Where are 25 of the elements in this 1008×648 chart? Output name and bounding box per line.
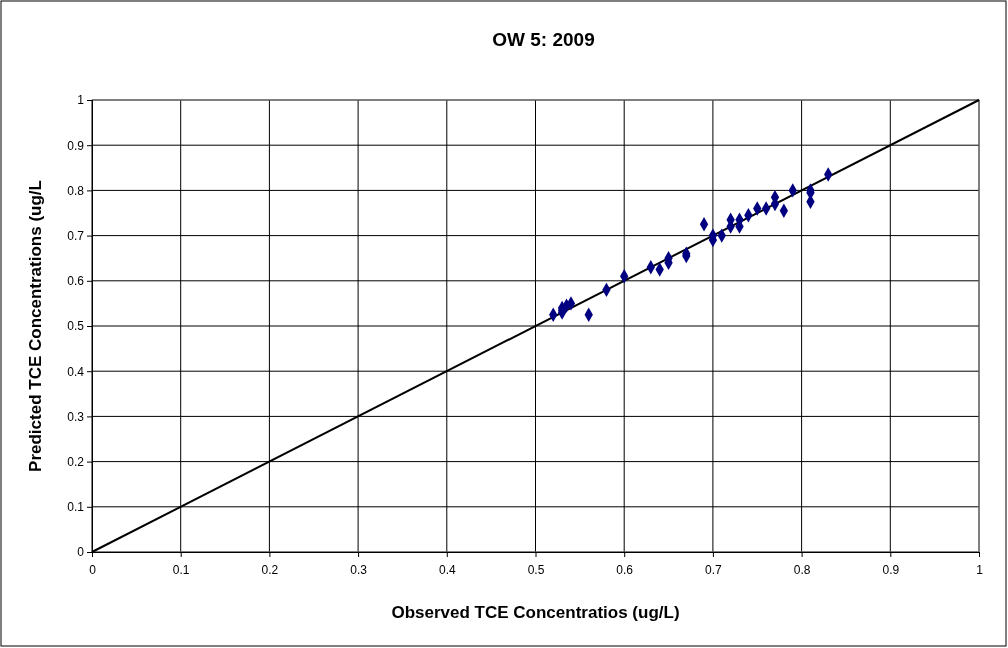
- x-tick-label: 0.5: [527, 563, 545, 578]
- x-tick-label: 0.7: [705, 563, 723, 578]
- x-tick-label: 1: [976, 563, 984, 578]
- y-tick-label: 0.2: [67, 454, 85, 469]
- y-tick-label: 0.9: [67, 138, 85, 153]
- x-tick-label: 0.2: [261, 563, 279, 578]
- x-tick-label: 0.9: [882, 563, 900, 578]
- y-axis-title: Predicted TCE Concentrations (ug/L: [26, 180, 45, 472]
- x-tick-label: 0.3: [350, 563, 368, 578]
- y-tick-label: 0.1: [67, 500, 85, 515]
- y-tick-label: 0.4: [67, 364, 85, 379]
- x-tick-label: 0: [89, 563, 97, 578]
- x-tick-label: 0.8: [793, 563, 811, 578]
- x-tick-label: 0.4: [438, 563, 456, 578]
- x-tick-label: 0.6: [616, 563, 634, 578]
- y-tick-label: 1: [77, 93, 85, 108]
- x-axis-title: Observed TCE Concentratios (ug/L): [391, 603, 680, 622]
- x-tick-label: 0.1: [172, 563, 190, 578]
- chart-title: OW 5: 2009: [492, 29, 595, 50]
- y-tick-label: 0.7: [67, 228, 85, 243]
- y-tick-label: 0.3: [67, 409, 85, 424]
- y-tick-label: 0.8: [67, 183, 85, 198]
- y-tick-label: 0.6: [67, 274, 85, 289]
- y-tick-label: 0: [77, 545, 85, 560]
- y-tick-label: 0.5: [67, 319, 85, 334]
